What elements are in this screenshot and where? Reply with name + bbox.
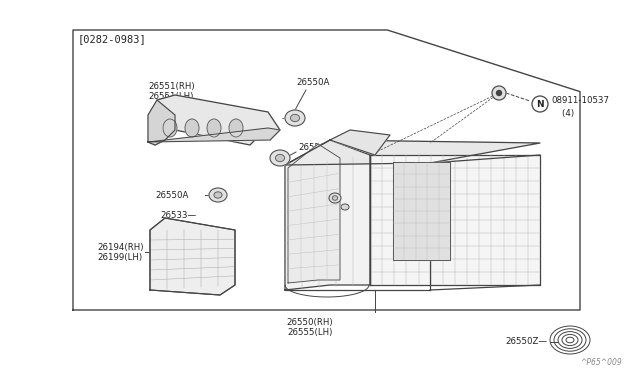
- Text: 26194(RH)
26199(LH): 26194(RH) 26199(LH): [97, 243, 143, 262]
- Text: 08911-10537: 08911-10537: [551, 96, 609, 105]
- Ellipse shape: [341, 204, 349, 210]
- Text: 26521(RH)
26526(LH): 26521(RH) 26526(LH): [403, 262, 450, 281]
- Text: 26550A: 26550A: [155, 190, 188, 199]
- Polygon shape: [150, 218, 235, 295]
- Text: 26533—: 26533—: [160, 211, 196, 219]
- Text: 26550(RH)
26555(LH): 26550(RH) 26555(LH): [287, 318, 333, 337]
- Ellipse shape: [214, 192, 222, 198]
- Ellipse shape: [285, 110, 305, 126]
- Text: 26550A: 26550A: [296, 78, 330, 87]
- Text: ^P65^009: ^P65^009: [580, 358, 622, 367]
- Ellipse shape: [163, 119, 177, 137]
- Text: 26551(RH)
26551(LH): 26551(RH) 26551(LH): [148, 82, 195, 102]
- Text: N: N: [536, 99, 544, 109]
- Polygon shape: [148, 100, 175, 145]
- Ellipse shape: [229, 119, 243, 137]
- Polygon shape: [393, 162, 450, 260]
- Ellipse shape: [185, 119, 199, 137]
- Circle shape: [492, 86, 506, 100]
- Polygon shape: [285, 140, 540, 165]
- Ellipse shape: [275, 154, 285, 161]
- Text: < 26532: < 26532: [298, 183, 335, 192]
- Text: [0282-0983]: [0282-0983]: [78, 34, 147, 44]
- Polygon shape: [148, 95, 280, 145]
- Ellipse shape: [207, 119, 221, 137]
- Polygon shape: [370, 155, 540, 285]
- Text: (4): (4): [551, 109, 574, 118]
- Ellipse shape: [209, 188, 227, 202]
- Text: 26550Z—: 26550Z—: [505, 337, 547, 346]
- Ellipse shape: [329, 193, 341, 203]
- Polygon shape: [288, 144, 340, 283]
- Polygon shape: [330, 130, 390, 155]
- Ellipse shape: [270, 150, 290, 166]
- Polygon shape: [148, 128, 280, 142]
- Polygon shape: [73, 30, 580, 310]
- Ellipse shape: [332, 196, 338, 200]
- Circle shape: [497, 90, 502, 96]
- Text: 26550B: 26550B: [298, 142, 332, 151]
- Polygon shape: [285, 140, 370, 290]
- Ellipse shape: [291, 115, 300, 122]
